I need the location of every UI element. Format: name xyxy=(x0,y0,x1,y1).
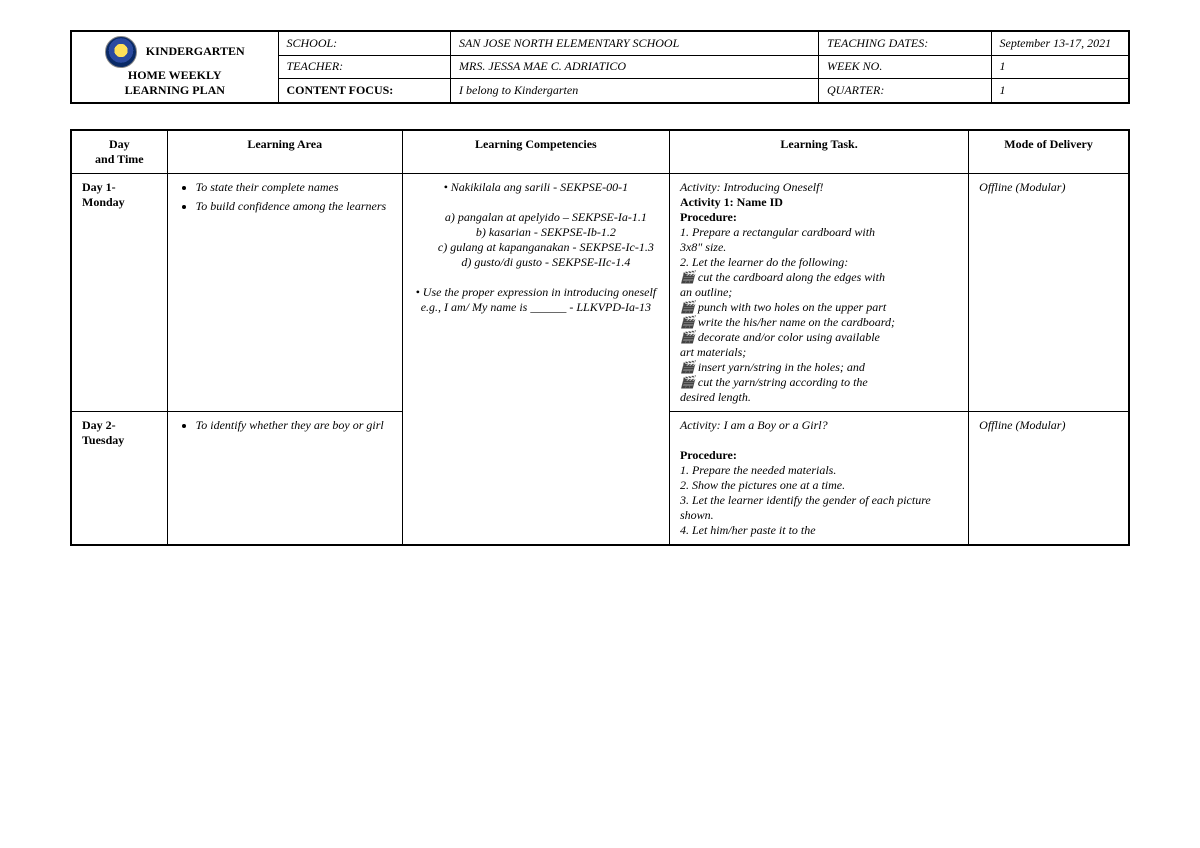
task-cell: Activity: I am a Boy or a Girl? Procedur… xyxy=(669,412,968,546)
comp-main: • Nakikilala ang sarili - SEKPSE-00-1 xyxy=(413,180,659,195)
area-item: To build confidence among the learners xyxy=(196,199,392,214)
task-line: 🎬 punch with two holes on the upper part xyxy=(680,300,958,315)
comp-sub: d) gusto/di gusto - SEKPSE-IIc-1.4 xyxy=(413,255,659,270)
mode-cell: Offline (Modular) xyxy=(969,412,1129,546)
mode-cell: Offline (Modular) xyxy=(969,174,1129,412)
day-label: Day 2- Tuesday xyxy=(82,418,124,447)
task-title: Activity: Introducing Oneself! xyxy=(680,180,958,195)
header-table: KINDERGARTEN HOME WEEKLY LEARNING PLAN S… xyxy=(70,30,1130,104)
col-comp-header: Learning Competencies xyxy=(402,130,669,174)
task-line: 🎬 write the his/her name on the cardboar… xyxy=(680,315,958,330)
title-line1: KINDERGARTEN xyxy=(146,44,245,58)
task-line: 2. Let the learner do the following: xyxy=(680,255,958,270)
comp-extra: • Use the proper expression in introduci… xyxy=(413,285,659,315)
value-week: 1 xyxy=(991,55,1129,79)
task-line: 3. Let the learner identify the gender o… xyxy=(680,493,958,523)
table-row: Day 1- Monday To state their complete na… xyxy=(71,174,1129,412)
task-line: 1. Prepare a rectangular cardboard with xyxy=(680,225,958,240)
title-line2: HOME WEEKLY xyxy=(128,68,222,82)
title-line3: LEARNING PLAN xyxy=(125,83,225,97)
col-mode-header: Mode of Delivery xyxy=(969,130,1129,174)
col-task-header: Learning Task. xyxy=(669,130,968,174)
label-content-focus: CONTENT FOCUS: xyxy=(278,79,451,103)
day-cell: Day 2- Tuesday xyxy=(71,412,167,546)
task-line: 3x8" size. xyxy=(680,240,958,255)
task-activity-header: Activity 1: Name ID xyxy=(680,195,958,210)
area-cell: To identify whether they are boy or girl xyxy=(167,412,402,546)
task-line: art materials; xyxy=(680,345,958,360)
learning-plan-table: Day and Time Learning Area Learning Comp… xyxy=(70,129,1130,546)
label-school: SCHOOL: xyxy=(278,31,451,55)
area-cell: To state their complete names To build c… xyxy=(167,174,402,412)
task-line: 🎬 insert yarn/string in the holes; and xyxy=(680,360,958,375)
area-item: To state their complete names xyxy=(196,180,392,195)
value-school: SAN JOSE NORTH ELEMENTARY SCHOOL xyxy=(451,31,819,55)
task-line: 🎬 decorate and/or color using available xyxy=(680,330,958,345)
task-procedure-header: Procedure: xyxy=(680,210,958,225)
comp-sub: b) kasarian - SEKPSE-Ib-1.2 xyxy=(413,225,659,240)
task-line: 2. Show the pictures one at a time. xyxy=(680,478,958,493)
value-quarter: 1 xyxy=(991,79,1129,103)
area-item: To identify whether they are boy or girl xyxy=(196,418,392,433)
label-week: WEEK NO. xyxy=(819,55,992,79)
value-dates: September 13-17, 2021 xyxy=(991,31,1129,55)
plan-title-cell: KINDERGARTEN HOME WEEKLY LEARNING PLAN xyxy=(71,31,278,103)
comp-cell: • Nakikilala ang sarili - SEKPSE-00-1 a)… xyxy=(402,174,669,546)
col-day-header: Day and Time xyxy=(71,130,167,174)
task-line: 4. Let him/her paste it to the xyxy=(680,523,958,538)
label-teacher: TEACHER: xyxy=(278,55,451,79)
task-line: an outline; xyxy=(680,285,958,300)
table-header-row: Day and Time Learning Area Learning Comp… xyxy=(71,130,1129,174)
task-cell: Activity: Introducing Oneself! Activity … xyxy=(669,174,968,412)
task-title: Activity: I am a Boy or a Girl? xyxy=(680,418,958,433)
day-label: Day 1- Monday xyxy=(82,180,125,209)
day-cell: Day 1- Monday xyxy=(71,174,167,412)
seal-icon xyxy=(105,36,137,68)
comp-sub: c) gulang at kapanganakan - SEKPSE-Ic-1.… xyxy=(413,240,659,255)
comp-sub: a) pangalan at apelyido – SEKPSE-Ia-1.1 xyxy=(413,210,659,225)
label-quarter: QUARTER: xyxy=(819,79,992,103)
task-line: 🎬 cut the cardboard along the edges with xyxy=(680,270,958,285)
task-line: 1. Prepare the needed materials. xyxy=(680,463,958,478)
task-line: desired length. xyxy=(680,390,958,405)
value-content-focus: I belong to Kindergarten xyxy=(451,79,819,103)
col-area-header: Learning Area xyxy=(167,130,402,174)
task-procedure-header: Procedure: xyxy=(680,448,958,463)
task-line: 🎬 cut the yarn/string according to the xyxy=(680,375,958,390)
label-dates: TEACHING DATES: xyxy=(819,31,992,55)
value-teacher: MRS. JESSA MAE C. ADRIATICO xyxy=(451,55,819,79)
